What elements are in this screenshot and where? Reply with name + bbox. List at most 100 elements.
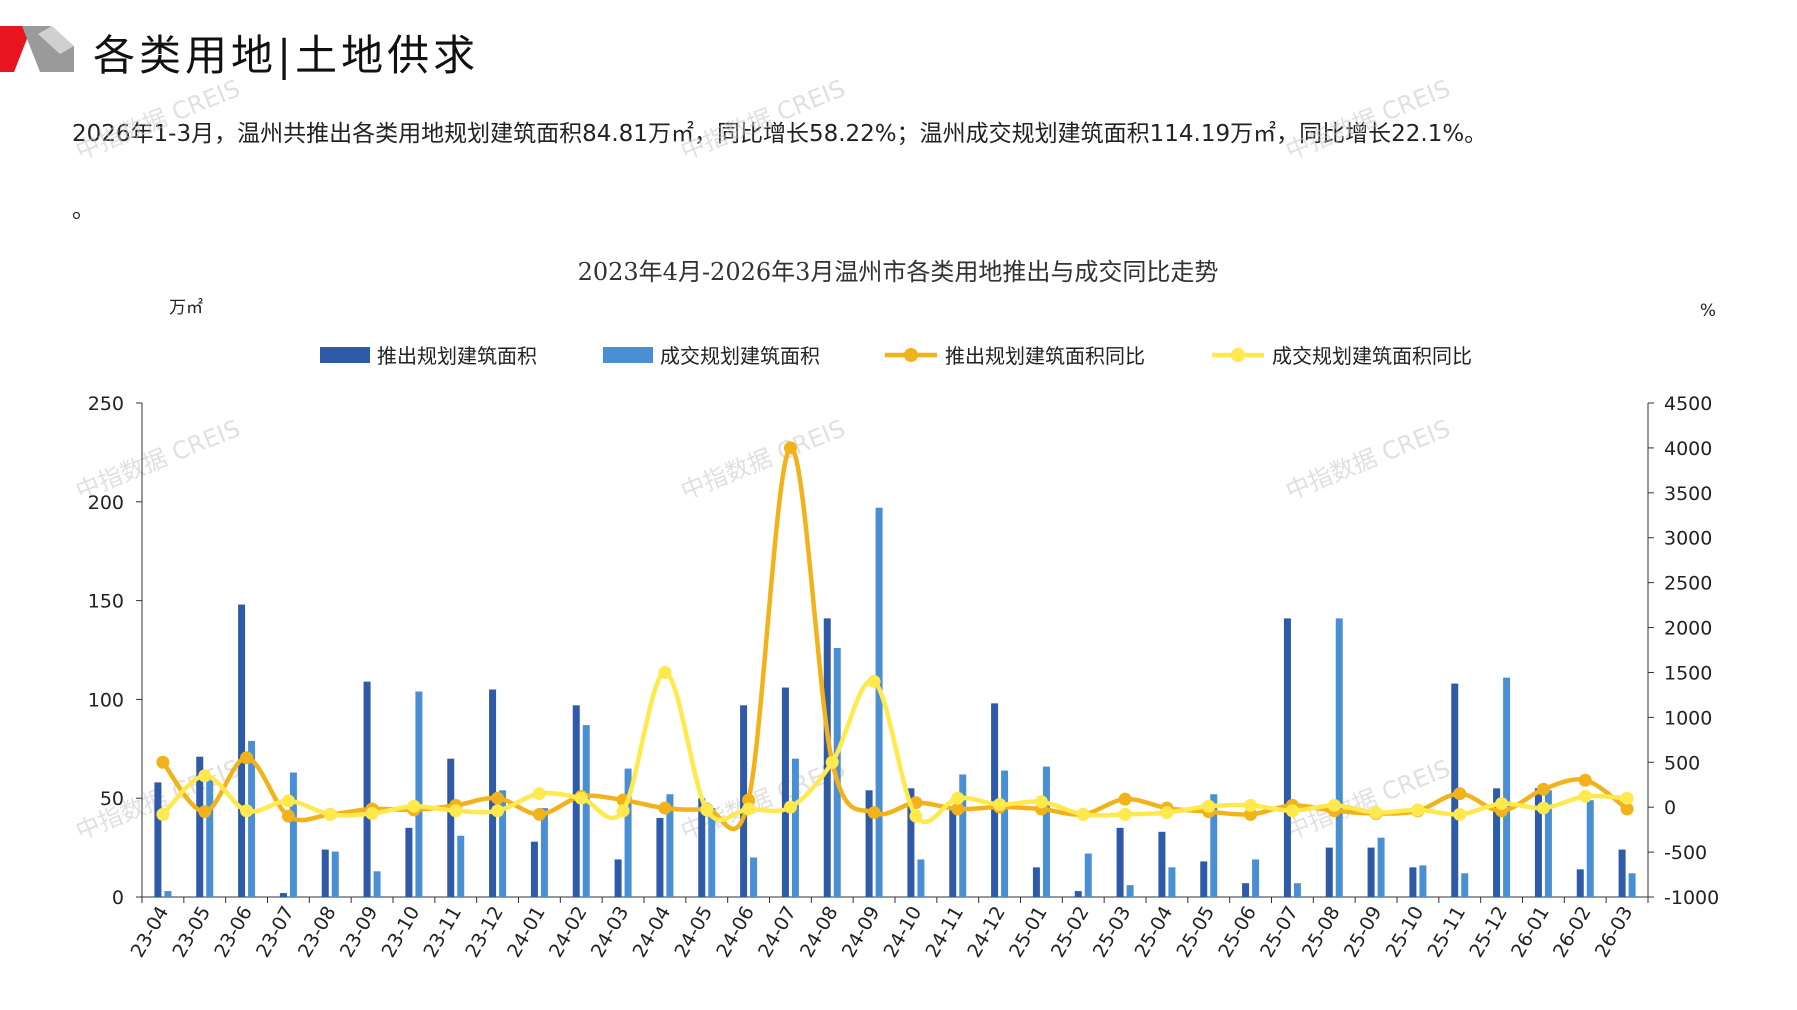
bar-deal — [833, 648, 841, 897]
x-tick-label: 23-07 — [252, 903, 299, 962]
x-tick-label: 23-12 — [461, 903, 508, 962]
x-tick-label: 23-09 — [336, 903, 383, 962]
bar-deal — [1628, 873, 1636, 897]
point-supply-yoy — [491, 791, 505, 805]
bar-deal — [206, 778, 214, 897]
point-deal-yoy — [491, 804, 505, 818]
watermark-text: 中指数据 CREIS — [677, 74, 849, 165]
x-tick-label: 24-04 — [629, 903, 676, 962]
point-deal-yoy — [323, 807, 337, 821]
point-deal-yoy — [240, 804, 254, 818]
bar-supply — [1200, 861, 1208, 897]
x-tick-label: 25-04 — [1131, 903, 1178, 962]
bar-supply — [321, 849, 329, 897]
point-deal-yoy — [658, 665, 672, 679]
point-deal-yoy — [532, 787, 546, 801]
x-tick-label: 25-01 — [1005, 903, 1052, 962]
summary-text: 2026年1-3月，温州共推出各类用地规划建筑面积84.81万㎡，同比增长58.… — [72, 121, 1488, 147]
bar-supply — [1283, 618, 1291, 897]
bar-series — [154, 507, 1636, 897]
right-tick-label: 1000 — [1664, 707, 1712, 729]
x-tick-label: 24-06 — [712, 903, 759, 962]
point-supply-yoy — [1118, 792, 1132, 806]
bar-supply — [1493, 788, 1501, 897]
bar-supply — [405, 827, 413, 897]
bar-supply — [196, 756, 204, 897]
bar-deal — [1335, 618, 1343, 897]
x-tick-label: 24-03 — [587, 903, 634, 962]
right-tick-label: 0 — [1664, 797, 1676, 819]
bar-deal — [582, 725, 590, 897]
x-tick-label: 23-04 — [127, 903, 174, 962]
left-tick-label: 0 — [112, 887, 124, 909]
point-deal-yoy — [198, 769, 212, 783]
bar-supply — [1325, 847, 1333, 897]
bar-deal — [1419, 865, 1427, 897]
x-tick-label: 24-08 — [796, 903, 843, 962]
left-tick-label: 250 — [88, 393, 124, 415]
bar-deal — [1252, 859, 1260, 897]
left-tick-label: 150 — [88, 591, 124, 613]
bar-deal — [499, 790, 507, 897]
bar-supply — [991, 703, 999, 897]
bar-supply — [530, 841, 538, 897]
right-tick-label: 500 — [1664, 752, 1700, 774]
bar-supply — [614, 859, 622, 897]
point-deal-yoy — [1495, 797, 1509, 811]
bar-supply — [698, 798, 706, 897]
point-supply-yoy — [1244, 807, 1258, 821]
legend-swatch — [603, 347, 653, 363]
bar-deal — [750, 857, 758, 897]
bar-deal — [1377, 837, 1385, 897]
bar-supply — [1367, 847, 1375, 897]
bar-deal — [959, 774, 967, 897]
chart-axes: 0 50 100 150 200 250 -1000 -500 0 500 1000 1500 2000… — [88, 393, 1719, 909]
x-tick-label: 24-01 — [503, 903, 550, 962]
right-axis-unit: % — [1700, 301, 1716, 321]
bar-deal — [666, 794, 674, 897]
chart-title: 2023年4月-2026年3月温州市各类用地推出与成交同比走势 — [578, 258, 1219, 286]
bar-supply — [656, 817, 664, 897]
bar-deal — [1293, 883, 1301, 897]
bar-supply — [279, 893, 287, 897]
right-tick-label: 2500 — [1664, 573, 1712, 595]
legend-label: 推出规划建筑面积同比 — [945, 344, 1145, 368]
point-deal-yoy — [407, 799, 421, 813]
left-tick-label: 100 — [88, 689, 124, 711]
point-deal-yoy — [616, 804, 630, 818]
point-deal-yoy — [1578, 789, 1592, 803]
legend-marker — [904, 348, 918, 362]
bar-deal — [331, 851, 339, 897]
right-tick-label: 3000 — [1664, 528, 1712, 550]
bar-deal — [1126, 885, 1134, 897]
x-tick-label: 24-02 — [545, 903, 592, 962]
bar-deal — [1001, 770, 1009, 897]
line-deal-yoy — [161, 670, 1628, 825]
bar-supply — [238, 604, 246, 897]
point-supply-yoy — [1578, 773, 1592, 787]
brand-logo-icon — [0, 26, 74, 72]
chart-legend: 推出规划建筑面积 成交规划建筑面积 推出规划建筑面积同比 成交规划建筑面积同比 — [320, 344, 1472, 368]
point-supply-yoy — [742, 793, 756, 807]
point-deal-yoy — [365, 806, 379, 820]
x-tick-label: 24-12 — [963, 902, 1010, 961]
bar-deal — [1210, 794, 1218, 897]
watermark-text: 中指数据 CREIS — [677, 414, 849, 505]
bar-deal — [457, 835, 465, 897]
summary-trailing-mark: 。 — [72, 197, 95, 223]
bar-supply — [447, 758, 455, 897]
page-title: 各类用地|土地供求 — [93, 31, 480, 80]
right-tick-label: 1500 — [1664, 662, 1712, 684]
bar-supply — [363, 681, 371, 897]
point-deal-yoy — [993, 797, 1007, 811]
point-deal-yoy — [783, 800, 797, 814]
bar-deal — [917, 859, 925, 897]
point-supply-yoy — [198, 805, 212, 819]
bar-supply — [1618, 849, 1626, 897]
x-tick-label: 23-10 — [378, 903, 425, 962]
legend-item: 推出规划建筑面积同比 — [885, 344, 1145, 368]
bar-deal — [624, 768, 632, 897]
point-supply-yoy — [1453, 787, 1467, 801]
x-tick-label: 26-02 — [1549, 903, 1596, 962]
point-supply-yoy — [867, 806, 881, 820]
